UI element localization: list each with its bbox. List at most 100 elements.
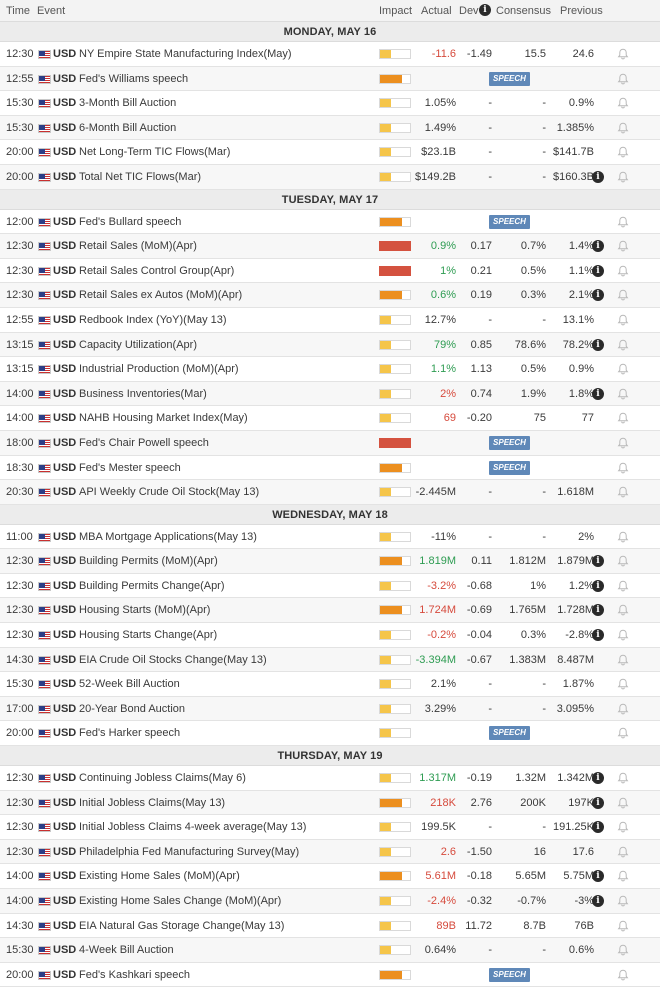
event-name[interactable]: API Weekly Crude Oil Stock(May 13): [79, 486, 260, 499]
event-name[interactable]: MBA Mortgage Applications(May 13): [79, 530, 257, 543]
event-row[interactable]: 20:00 USD Fed's Kashkari speech SPEECH: [0, 962, 660, 988]
bell-icon[interactable]: [617, 846, 629, 858]
event-row[interactable]: 15:30 USD 3-Month Bill Auction 1.05% - - 0.9%: [0, 91, 660, 116]
bell-icon[interactable]: [617, 797, 629, 809]
event-name[interactable]: Building Permits Change(Apr): [79, 579, 225, 592]
event-row[interactable]: 12:30 USD Initial Jobless Claims(May 13) 21…: [0, 790, 660, 816]
event-row[interactable]: 20:00 USD Total Net TIC Flows(Mar) $149.2B -…: [0, 164, 660, 190]
revised-info-icon[interactable]: i: [592, 870, 604, 883]
event-row[interactable]: 12:30 USD Initial Jobless Claims 4-week av…: [0, 815, 660, 840]
event-name[interactable]: Existing Home Sales Change (MoM)(Apr): [79, 895, 282, 907]
event-row[interactable]: 18:30 USD Fed's Mester speech SPEECH: [0, 455, 660, 481]
bell-icon[interactable]: [617, 48, 629, 60]
event-row[interactable]: 20:00 USD Net Long-Term TIC Flows(Mar) $23.…: [0, 140, 660, 165]
event-name[interactable]: Retail Sales (MoM)(Apr): [79, 240, 197, 253]
event-name[interactable]: Retail Sales Control Group(Apr): [79, 264, 235, 277]
revised-info-icon[interactable]: i: [592, 240, 604, 253]
event-row[interactable]: 15:30 USD 6-Month Bill Auction 1.49% - -1.385…: [0, 115, 660, 141]
bell-icon[interactable]: [617, 895, 629, 907]
event-name[interactable]: 6-Month Bill Auction: [79, 121, 177, 134]
revised-info-icon[interactable]: i: [592, 387, 604, 400]
event-name[interactable]: Retail Sales ex Autos (MoM)(Apr): [79, 289, 243, 302]
bell-icon[interactable]: [617, 969, 629, 981]
event-row[interactable]: 13:15 USD Industrial Production (MoM)(Apr)…: [0, 357, 660, 382]
event-row[interactable]: 12:30 USD Philadelphia Fed Manufacturing S…: [0, 839, 660, 865]
event-name[interactable]: Net Long-Term TIC Flows(Mar): [79, 146, 231, 159]
event-row[interactable]: 20:00 USD Fed's Harker speech SPEECH: [0, 721, 660, 747]
bell-icon[interactable]: [617, 171, 629, 183]
revised-info-icon[interactable]: i: [592, 821, 604, 834]
revised-info-icon[interactable]: i: [592, 170, 604, 183]
event-row[interactable]: 12:30 USD Housing Starts (MoM)(Apr) 1.724M -…: [0, 598, 660, 624]
event-name[interactable]: Fed's Bullard speech: [79, 215, 182, 228]
event-row[interactable]: 12:55 USD Redbook Index (YoY)(May 13) 12.7%…: [0, 307, 660, 333]
bell-icon[interactable]: [617, 462, 629, 474]
bell-icon[interactable]: [617, 289, 629, 301]
bell-icon[interactable]: [617, 122, 629, 134]
event-name[interactable]: NAHB Housing Market Index(May): [79, 412, 248, 425]
revised-info-icon[interactable]: i: [592, 629, 604, 642]
revised-info-icon[interactable]: i: [592, 264, 604, 277]
event-name[interactable]: 52-Week Bill Auction: [79, 678, 180, 691]
revised-info-icon[interactable]: i: [592, 895, 604, 907]
bell-icon[interactable]: [617, 821, 629, 833]
event-name[interactable]: Fed's Harker speech: [79, 727, 181, 740]
event-row[interactable]: 12:30 USD Continuing Jobless Claims(May 6)…: [0, 766, 660, 791]
bell-icon[interactable]: [617, 412, 629, 424]
event-name[interactable]: Continuing Jobless Claims(May 6): [79, 772, 246, 785]
event-name[interactable]: Housing Starts Change(Apr): [79, 629, 218, 642]
event-name[interactable]: Fed's Kashkari speech: [79, 968, 190, 981]
event-name[interactable]: Fed's Chair Powell speech: [79, 436, 209, 449]
event-row[interactable]: 17:00 USD 20-Year Bond Auction 3.29% - -3.095…: [0, 696, 660, 722]
revised-info-icon[interactable]: i: [592, 796, 604, 809]
event-row[interactable]: 12:30 USD Housing Starts Change(Apr) -0.2% -…: [0, 623, 660, 648]
event-name[interactable]: 3-Month Bill Auction: [79, 97, 177, 110]
bell-icon[interactable]: [617, 486, 629, 498]
bell-icon[interactable]: [617, 339, 629, 351]
bell-icon[interactable]: [617, 531, 629, 543]
event-name[interactable]: Philadelphia Fed Manufacturing Survey(Ma…: [79, 845, 300, 858]
event-row[interactable]: 13:15 USD Capacity Utilization(Apr) 79% 0.85…: [0, 332, 660, 358]
bell-icon[interactable]: [617, 265, 629, 277]
revised-info-icon[interactable]: i: [592, 555, 604, 568]
event-name[interactable]: NY Empire State Manufacturing Index(May): [79, 48, 292, 60]
event-row[interactable]: 12:30 USD Building Permits (MoM)(Apr) 1.819…: [0, 549, 660, 574]
event-row[interactable]: 20:30 USD API Weekly Crude Oil Stock(May 1…: [0, 480, 660, 505]
event-name[interactable]: Total Net TIC Flows(Mar): [79, 170, 202, 183]
event-row[interactable]: 14:00 USD NAHB Housing Market Index(May) 69…: [0, 406, 660, 431]
event-row[interactable]: 14:00 USD Business Inventories(Mar) 2% 0.74 1…: [0, 381, 660, 407]
event-row[interactable]: 12:30 USD Retail Sales ex Autos (MoM)(Apr)…: [0, 283, 660, 308]
event-name[interactable]: EIA Crude Oil Stocks Change(May 13): [79, 653, 267, 666]
event-name[interactable]: EIA Natural Gas Storage Change(May 13): [79, 919, 285, 932]
event-name[interactable]: Redbook Index (YoY)(May 13): [79, 313, 227, 326]
bell-icon[interactable]: [617, 870, 629, 882]
event-row[interactable]: 12:55 USD Fed's Williams speech SPEECH: [0, 66, 660, 92]
revised-info-icon[interactable]: i: [592, 604, 604, 617]
event-row[interactable]: 14:30 USD EIA Crude Oil Stocks Change(May …: [0, 647, 660, 673]
event-row[interactable]: 15:30 USD 52-Week Bill Auction 2.1% - - 1.87%: [0, 672, 660, 697]
bell-icon[interactable]: [617, 920, 629, 932]
event-row[interactable]: 15:30 USD 4-Week Bill Auction 0.64% - - 0.6%: [0, 938, 660, 963]
bell-icon[interactable]: [617, 604, 629, 616]
event-row[interactable]: 12:00 USD Fed's Bullard speech SPEECH: [0, 209, 660, 235]
event-name[interactable]: Capacity Utilization(Apr): [79, 338, 197, 351]
event-name[interactable]: 20-Year Bond Auction: [79, 702, 186, 715]
bell-icon[interactable]: [617, 772, 629, 784]
bell-icon[interactable]: [617, 654, 629, 666]
bell-icon[interactable]: [617, 703, 629, 715]
event-name[interactable]: Existing Home Sales (MoM)(Apr): [79, 870, 240, 883]
event-name[interactable]: Fed's Williams speech: [79, 72, 189, 85]
bell-icon[interactable]: [617, 314, 629, 326]
event-row[interactable]: 14:00 USD Existing Home Sales Change (MoM)…: [0, 889, 660, 914]
bell-icon[interactable]: [617, 580, 629, 592]
event-name[interactable]: Initial Jobless Claims(May 13): [79, 796, 226, 809]
event-name[interactable]: Fed's Mester speech: [79, 461, 181, 474]
bell-icon[interactable]: [617, 363, 629, 375]
bell-icon[interactable]: [617, 437, 629, 449]
revised-info-icon[interactable]: i: [592, 579, 604, 592]
bell-icon[interactable]: [617, 216, 629, 228]
event-row[interactable]: 12:30 USD Building Permits Change(Apr) -3.2…: [0, 573, 660, 599]
event-row[interactable]: 12:30 USD Retail Sales (MoM)(Apr) 0.9% 0.17 0…: [0, 234, 660, 259]
bell-icon[interactable]: [617, 388, 629, 400]
bell-icon[interactable]: [617, 73, 629, 85]
